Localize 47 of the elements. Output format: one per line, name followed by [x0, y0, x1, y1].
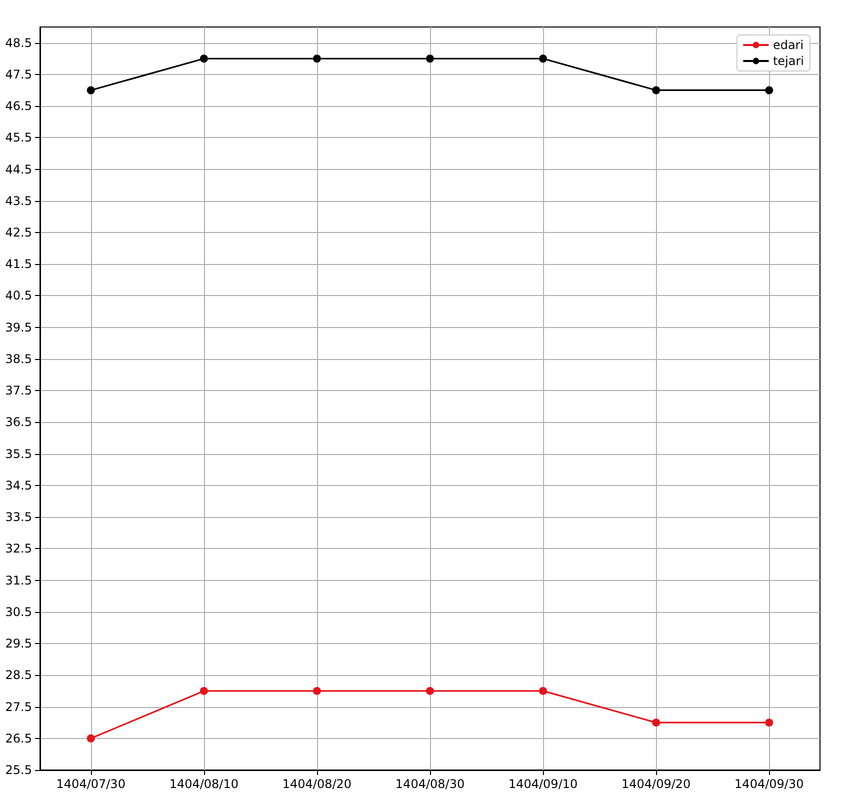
y-tick-label: 42.5: [5, 226, 32, 240]
x-tick-label: 1404/08/10: [169, 777, 238, 791]
point: [652, 718, 660, 727]
x-tick-label: 1404/09/30: [734, 777, 804, 791]
point: [539, 54, 548, 63]
y-tick-label: 44.5: [5, 162, 32, 176]
point: [426, 54, 434, 63]
y-tick-label: 31.5: [5, 573, 32, 588]
y-tick-label: 38.5: [5, 352, 32, 366]
x-tick-label: 1404/07/30: [56, 777, 126, 791]
legend-label: tejari: [772, 54, 804, 68]
y-tick-label: 32.5: [5, 542, 32, 556]
y-tick-label: 40.5: [5, 288, 32, 303]
y-tick-label: 34.5: [5, 478, 32, 492]
point: [652, 86, 660, 94]
point: [86, 86, 95, 94]
y-tick-label: 27.5: [5, 700, 32, 714]
x-tick-label: 1404/09/10: [508, 777, 578, 791]
x-tick-label: 1404/09/20: [622, 777, 691, 791]
y-tick-label: 28.5: [5, 668, 32, 682]
point: [200, 54, 208, 63]
y-tick-label: 36.5: [5, 415, 32, 430]
y-tick-label: 25.5: [5, 763, 32, 777]
y-tick-label: 47.5: [5, 67, 32, 82]
y-tick-label: 33.5: [5, 510, 32, 524]
point: [426, 686, 434, 695]
y-tick-label: 39.5: [5, 320, 32, 334]
y-tick-label: 48.5: [5, 36, 32, 50]
x-tick-label: 1404/08/30: [395, 777, 465, 791]
y-tick-label: 35.5: [5, 446, 32, 461]
point: [312, 686, 321, 695]
y-tick-label: 43.5: [5, 194, 32, 208]
point: [765, 86, 774, 94]
point: [86, 734, 95, 742]
point: [539, 686, 548, 695]
point: [312, 54, 321, 63]
y-tick-label: 26.5: [5, 731, 32, 746]
legend-label: edari: [772, 38, 804, 52]
y-tick-label: 45.5: [5, 130, 32, 145]
y-tick-label: 46.5: [5, 99, 32, 114]
y-tick-label: 30.5: [5, 604, 32, 619]
y-tick-label: 29.5: [5, 636, 32, 651]
point: [765, 718, 774, 727]
x-tick-label: 1404/08/20: [282, 777, 352, 791]
point: [200, 686, 208, 695]
y-tick-label: 41.5: [5, 257, 32, 272]
y-tick-label: 37.5: [5, 384, 32, 398]
